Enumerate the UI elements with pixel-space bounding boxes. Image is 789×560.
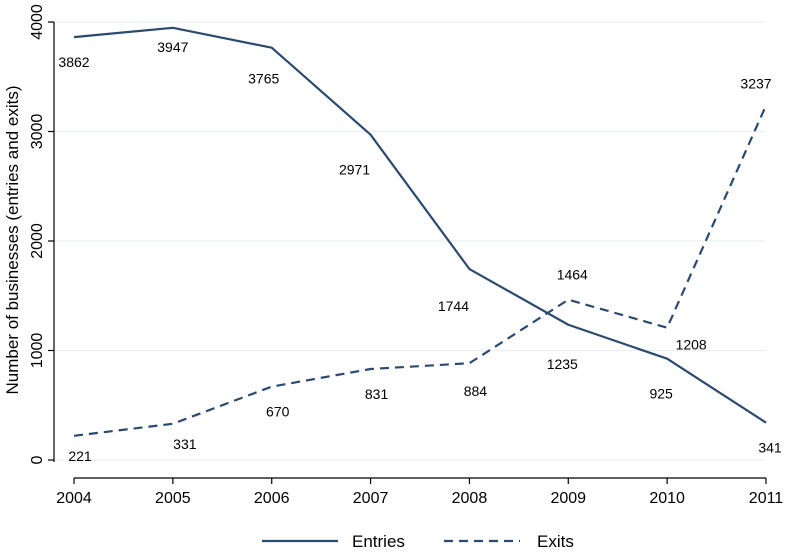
x-tick-label: 2004: [56, 490, 92, 507]
series-line-entries: [73, 26, 767, 424]
x-tick-label: 2011: [749, 490, 784, 507]
x-tick-label: 2010: [649, 490, 685, 507]
data-label: 1208: [676, 337, 707, 353]
data-label: 884: [464, 383, 488, 399]
data-label: 3947: [157, 39, 188, 55]
data-label: 3862: [58, 54, 89, 70]
x-tick-label: 2005: [155, 490, 191, 507]
y-axis-title: Number of businesses (entries and exits): [3, 86, 22, 395]
data-label: 2971: [339, 162, 370, 178]
x-tick-label: 2006: [254, 490, 290, 507]
data-label: 925: [649, 386, 673, 402]
x-tick-label: 2007: [353, 490, 389, 507]
legend-label-exits: Exits: [537, 532, 574, 551]
y-tick-label: 2000: [29, 223, 46, 259]
data-label: 1235: [547, 356, 578, 372]
data-label: 3765: [248, 71, 279, 87]
data-label: 1744: [438, 298, 469, 314]
data-labels: 3862 3947 3765 2971 1744 1235 925 341 221 331 670 8…: [58, 39, 781, 464]
x-tick-label: 2008: [452, 490, 488, 507]
data-label: 331: [173, 436, 197, 452]
grid-lines: [54, 21, 766, 461]
y-tick-label: 4000: [29, 4, 46, 40]
data-label: 831: [365, 386, 389, 402]
legend: Entries Exits: [262, 532, 574, 551]
x-tick-label: 2009: [550, 490, 586, 507]
data-label: 341: [758, 440, 782, 456]
y-tick-label: 1000: [29, 333, 46, 369]
y-tick-label: 3000: [29, 114, 46, 150]
axes: 0 1000 2000 3000 4000 2004 2005 2006 2007 2008 200…: [29, 4, 783, 507]
data-label: 670: [266, 404, 290, 420]
series-line-exits: [73, 105, 768, 437]
series-lines: [73, 26, 768, 437]
data-label: 3237: [740, 76, 771, 92]
data-label: 221: [68, 448, 92, 464]
legend-label-entries: Entries: [352, 532, 405, 551]
y-tick-label: 0: [29, 455, 46, 464]
data-label: 1464: [557, 267, 588, 283]
